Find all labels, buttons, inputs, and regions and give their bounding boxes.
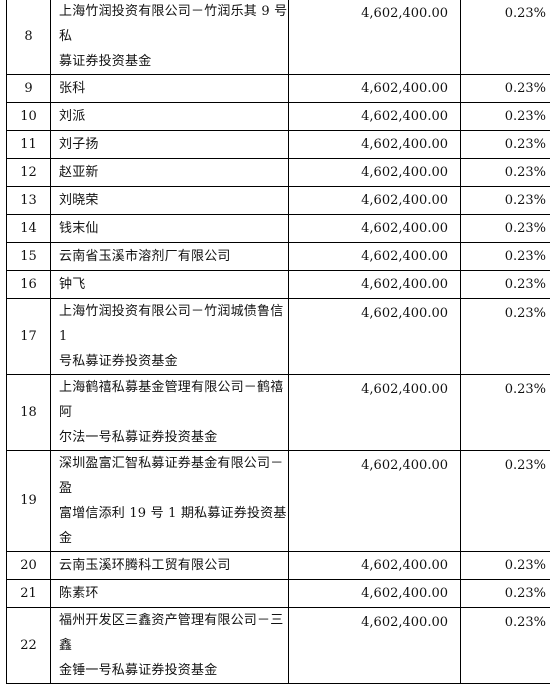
holder-name-line: 云南省玉溪市溶剂厂有限公司 [59, 246, 288, 268]
percent-cell: 0.23% [461, 580, 550, 608]
row-index-cell: 22 [7, 608, 51, 684]
amount-cell: 4,602,400.00 [289, 552, 461, 580]
amount-cell: 4,602,400.00 [289, 0, 461, 75]
holder-name-line: 上海鹤禧私募基金管理有限公司－鹤禧阿 [59, 375, 288, 425]
percent-cell: 0.23% [461, 159, 550, 187]
percent-cell: 0.23% [461, 451, 550, 552]
row-index-cell: 13 [7, 187, 51, 215]
row-index-cell: 20 [7, 552, 51, 580]
amount-cell: 4,602,400.00 [289, 375, 461, 451]
percent-cell: 0.23% [461, 215, 550, 243]
holder-name-line: 富增信添利 19 号 1 期私募证券投资基金 [59, 501, 288, 551]
holder-name-cell: 钟飞 [51, 271, 289, 299]
amount-cell: 4,602,400.00 [289, 299, 461, 375]
holder-name-cell: 上海鹤禧私募基金管理有限公司－鹤禧阿尔法一号私募证券投资基金 [51, 375, 289, 451]
holder-name-line: 深圳盈富汇智私募证券基金有限公司－盈 [59, 451, 288, 501]
holder-name-cell: 刘派 [51, 103, 289, 131]
row-index-cell: 18 [7, 375, 51, 451]
amount-cell: 4,602,400.00 [289, 243, 461, 271]
percent-cell: 0.23% [461, 608, 550, 684]
percent-cell: 0.23% [461, 131, 550, 159]
holder-name-line: 刘派 [59, 106, 288, 128]
percent-cell: 0.23% [461, 375, 550, 451]
percent-cell: 0.23% [461, 187, 550, 215]
holder-name-cell: 福州开发区三鑫资产管理有限公司－三鑫金锤一号私募证券投资基金 [51, 608, 289, 684]
holder-name-cell: 张科 [51, 75, 289, 103]
amount-cell: 4,602,400.00 [289, 451, 461, 552]
row-index-cell: 11 [7, 131, 51, 159]
amount-cell: 4,602,400.00 [289, 608, 461, 684]
holder-name-cell: 钱末仙 [51, 215, 289, 243]
percent-cell: 0.23% [461, 75, 550, 103]
amount-cell: 4,602,400.00 [289, 131, 461, 159]
holder-name-cell: 刘子扬 [51, 131, 289, 159]
holder-name-line: 号私募证券投资基金 [59, 349, 288, 374]
percent-cell: 0.23% [461, 552, 550, 580]
holder-name-cell: 云南省玉溪市溶剂厂有限公司 [51, 243, 289, 271]
row-index-cell: 21 [7, 580, 51, 608]
amount-cell: 4,602,400.00 [289, 580, 461, 608]
holder-name-cell: 刘晓荣 [51, 187, 289, 215]
holder-name-line: 上海竹润投资有限公司－竹润乐其 9 号私 [59, 0, 288, 49]
holder-name-line: 钟飞 [59, 274, 288, 296]
holder-name-line: 钱末仙 [59, 218, 288, 240]
row-index-cell: 15 [7, 243, 51, 271]
percent-cell: 0.23% [461, 271, 550, 299]
holder-name-line: 陈素环 [59, 583, 288, 605]
holder-name-line: 上海竹润投资有限公司－竹润城债鲁信 1 [59, 299, 288, 349]
holder-name-line: 赵亚新 [59, 162, 288, 184]
amount-cell: 4,602,400.00 [289, 159, 461, 187]
row-index-cell: 16 [7, 271, 51, 299]
percent-cell: 0.23% [461, 0, 550, 75]
percent-cell: 0.23% [461, 103, 550, 131]
holder-name-line: 刘晓荣 [59, 190, 288, 212]
holder-name-line: 金锤一号私募证券投资基金 [59, 658, 288, 683]
holder-name-line: 尔法一号私募证券投资基金 [59, 425, 288, 450]
row-index-cell: 12 [7, 159, 51, 187]
holder-name-cell: 云南玉溪环腾科工贸有限公司 [51, 552, 289, 580]
row-index-cell: 8 [7, 0, 51, 75]
amount-cell: 4,602,400.00 [289, 103, 461, 131]
holder-name-cell: 上海竹润投资有限公司－竹润乐其 9 号私募证券投资基金 [51, 0, 289, 75]
row-index-cell: 10 [7, 103, 51, 131]
holder-name-cell: 赵亚新 [51, 159, 289, 187]
amount-cell: 4,602,400.00 [289, 75, 461, 103]
holder-name-cell: 陈素环 [51, 580, 289, 608]
holder-name-line: 福州开发区三鑫资产管理有限公司－三鑫 [59, 608, 288, 658]
holder-name-line: 张科 [59, 78, 288, 100]
holder-name-cell: 深圳盈富汇智私募证券基金有限公司－盈富增信添利 19 号 1 期私募证券投资基金 [51, 451, 289, 552]
row-index-cell: 9 [7, 75, 51, 103]
holder-name-line: 募证券投资基金 [59, 49, 288, 74]
amount-cell: 4,602,400.00 [289, 271, 461, 299]
holder-name-line: 云南玉溪环腾科工贸有限公司 [59, 555, 288, 577]
holder-name-line: 刘子扬 [59, 134, 288, 156]
percent-cell: 0.23% [461, 243, 550, 271]
row-index-cell: 14 [7, 215, 51, 243]
row-index-cell: 17 [7, 299, 51, 375]
amount-cell: 4,602,400.00 [289, 215, 461, 243]
row-index-cell: 19 [7, 451, 51, 552]
amount-cell: 4,602,400.00 [289, 187, 461, 215]
percent-cell: 0.23% [461, 299, 550, 375]
